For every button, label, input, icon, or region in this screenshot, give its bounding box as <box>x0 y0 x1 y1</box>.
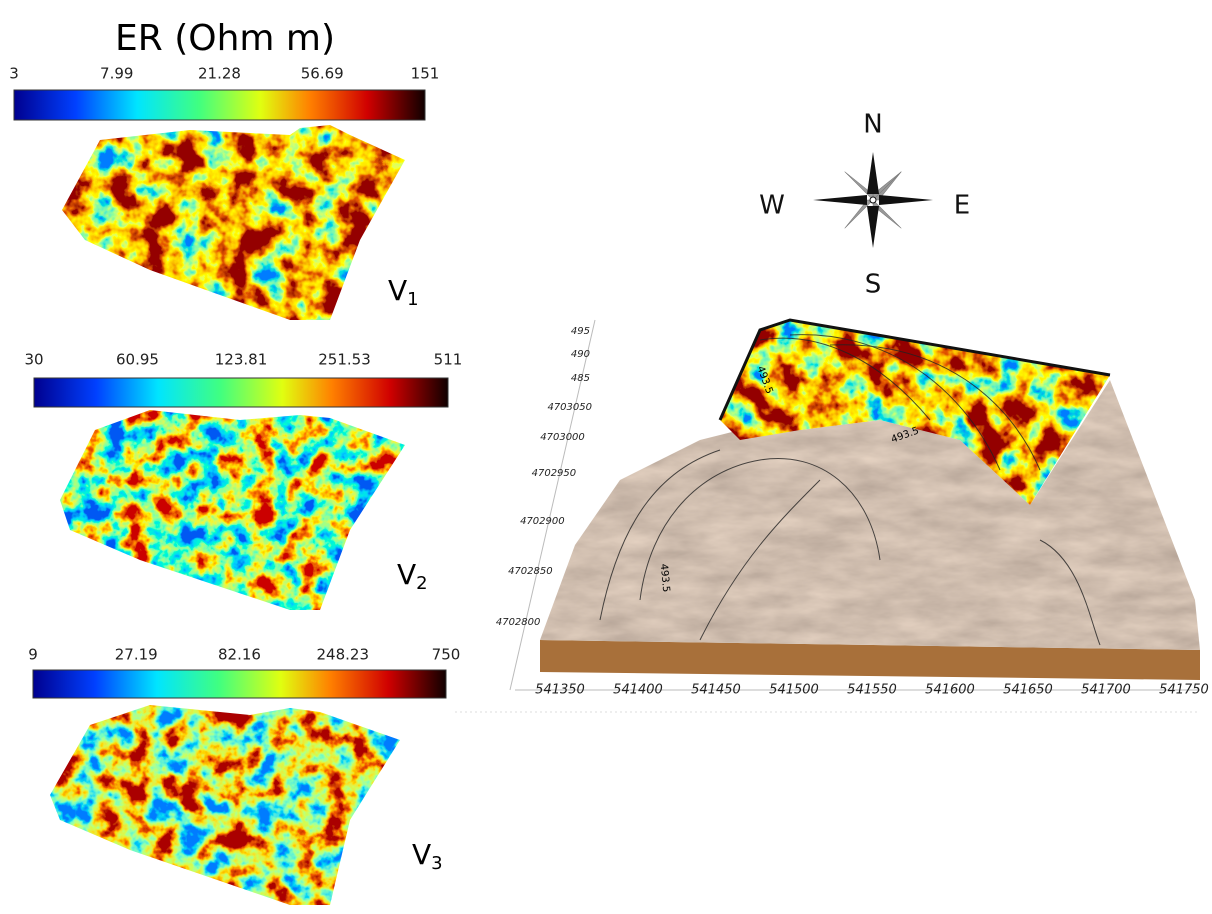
resistivity-map <box>45 700 410 910</box>
y-tick-label: 4702900 <box>520 516 565 527</box>
title: ER (Ohm m) <box>115 18 335 59</box>
colorbar-tick-label: 3 <box>9 65 19 83</box>
z-tick-label: 485 <box>571 373 590 384</box>
panel-label-sub: 3 <box>431 853 442 874</box>
colorbar-tick-label: 251.53 <box>318 351 371 369</box>
resistivity-map <box>55 120 415 330</box>
colorbar <box>33 670 446 698</box>
x-tick-label: 541650 <box>1003 683 1053 698</box>
x-tick-label: 541550 <box>847 683 897 698</box>
y-tick-label: 4702800 <box>496 617 541 628</box>
y-tick-label: 4703050 <box>547 402 592 413</box>
panel-label: V3 <box>412 838 443 874</box>
y-tick-label: 4703000 <box>540 432 585 443</box>
z-tick-label: 490 <box>571 349 590 360</box>
colorbar-tick-label: 750 <box>432 646 461 664</box>
figure: ER (Ohm m) N W E S 37.9921.2856.69151V1 <box>0 0 1212 914</box>
colorbar-tick-label: 30 <box>24 351 43 369</box>
colorbar-tick-label: 511 <box>434 351 463 369</box>
colorbar <box>14 90 425 120</box>
x-tick-label: 541700 <box>1081 683 1131 698</box>
x-tick-label: 541600 <box>925 683 975 698</box>
colorbar-tick-label: 56.69 <box>301 65 344 83</box>
panel-label-sub: 2 <box>416 573 427 594</box>
panel-label-base: V <box>397 558 416 591</box>
panel-label-sub: 1 <box>407 289 418 310</box>
colorbar-tick-label: 27.19 <box>115 646 158 664</box>
colorbar-tick-label: 82.16 <box>218 646 261 664</box>
colorbar-tick-label: 7.99 <box>100 65 133 83</box>
panel-label: V2 <box>397 558 428 594</box>
resistivity-map <box>55 405 415 620</box>
y-tick-label: 4702950 <box>532 468 577 479</box>
colorbar-tick-label: 9 <box>28 646 38 664</box>
x-tick-label: 541350 <box>535 683 585 698</box>
compass-rose <box>813 152 933 248</box>
x-tick-label: 541750 <box>1159 683 1209 698</box>
colorbar-tick-label: 123.81 <box>215 351 268 369</box>
x-tick-label: 541450 <box>691 683 741 698</box>
colorbar-tick-label: 151 <box>411 65 440 83</box>
compass-w: W <box>759 191 785 221</box>
z-tick-label: 495 <box>571 326 590 337</box>
terrain-block <box>455 300 1210 712</box>
colorbar-tick-label: 248.23 <box>317 646 370 664</box>
compass-e: E <box>954 191 970 221</box>
x-tick-label: 541500 <box>769 683 819 698</box>
panel-label: V1 <box>388 274 419 310</box>
x-tick-label: 541400 <box>613 683 663 698</box>
compass-n: N <box>863 110 882 140</box>
panel-label-base: V <box>388 274 407 307</box>
colorbar <box>34 378 448 407</box>
compass-s: S <box>865 270 882 300</box>
colorbar-tick-label: 60.95 <box>116 351 159 369</box>
colorbar-tick-label: 21.28 <box>198 65 241 83</box>
panel-label-base: V <box>412 838 431 871</box>
y-tick-label: 4702850 <box>508 566 553 577</box>
